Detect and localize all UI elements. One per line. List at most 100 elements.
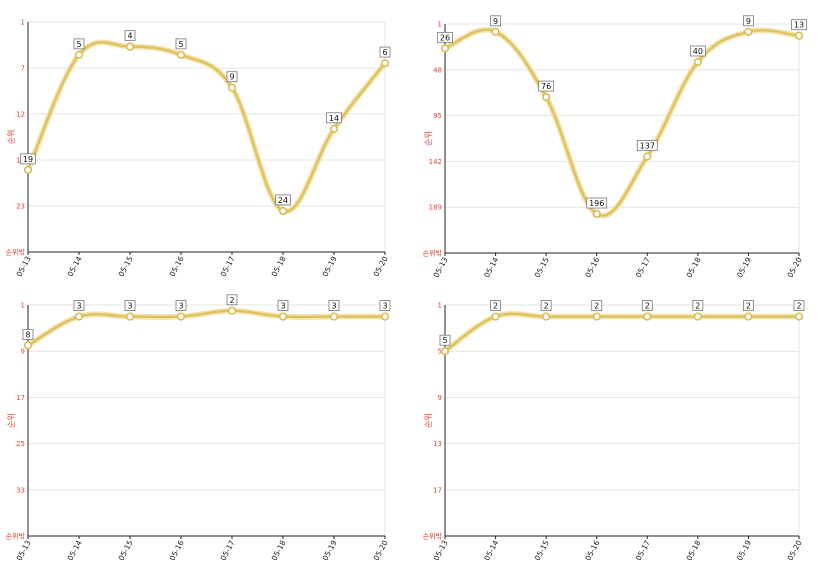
data-label-box xyxy=(490,15,501,27)
y-tick-label: 33 xyxy=(16,486,25,494)
data-label-box xyxy=(540,300,552,311)
data-point xyxy=(176,312,186,321)
data-label-box xyxy=(326,112,342,124)
data-label-box xyxy=(743,300,754,311)
data-label: 196 xyxy=(589,199,604,208)
data-label-box xyxy=(22,329,34,340)
y-tick-label: 1 xyxy=(21,302,25,310)
x-tick-label: 05-20 xyxy=(372,255,390,279)
x-tick-label: 05-16 xyxy=(583,256,601,280)
data-point xyxy=(74,50,84,59)
y-tick-label: 142 xyxy=(429,158,442,166)
y-tick-label: 5 xyxy=(438,348,442,356)
data-label: 5 xyxy=(178,40,183,49)
data-point xyxy=(693,57,702,67)
y-tick-label: 순위밖 xyxy=(6,248,26,257)
data-point xyxy=(227,306,237,315)
y-tick-label: 95 xyxy=(433,112,442,120)
y-tick-label: 순위밖 xyxy=(423,249,443,258)
data-label-box xyxy=(275,194,291,206)
data-label: 2 xyxy=(544,302,549,311)
data-label-box xyxy=(636,140,658,151)
data-label-box xyxy=(437,31,453,43)
data-label: 3 xyxy=(127,302,132,311)
data-label: 3 xyxy=(280,302,285,311)
y-tick-label: 25 xyxy=(16,440,25,448)
data-point xyxy=(227,83,237,92)
x-tick-label: 05-15 xyxy=(533,256,551,280)
data-label-box xyxy=(743,15,754,27)
data-label-box xyxy=(791,19,807,31)
x-tick-label: 05-19 xyxy=(735,256,753,280)
x-tick-label: 05-18 xyxy=(270,255,288,279)
data-point xyxy=(380,312,390,321)
rank-chart-bottom-right-svg: 1 5 9 13 17 순위밖 순위 05-13 05-14 05-15 05-16 05-17 05-… xyxy=(423,300,805,563)
data-point xyxy=(176,50,186,59)
data-label: 3 xyxy=(331,302,336,311)
x-tick-label: 05-20 xyxy=(786,256,804,280)
rank-chart-top-right-svg: 1 48 95 142 189 순위밖 순위 05-13 05-14 05-15 05-16 05-1… xyxy=(423,15,807,280)
data-label-box xyxy=(439,334,451,346)
y-axis-label: 순위 xyxy=(7,130,16,145)
data-label-box xyxy=(226,294,238,306)
data-point xyxy=(592,209,601,219)
data-point xyxy=(329,312,339,321)
data-point xyxy=(74,312,84,321)
data-label: 26 xyxy=(440,33,450,42)
x-tick-label: 05-17 xyxy=(634,256,652,280)
data-point xyxy=(542,92,551,102)
data-label-box xyxy=(692,300,704,311)
data-label-box xyxy=(641,300,653,311)
data-point xyxy=(693,312,702,321)
data-point xyxy=(491,312,500,321)
data-label: 2 xyxy=(594,302,599,311)
x-tick-label: 05-16 xyxy=(168,255,186,279)
data-point xyxy=(278,206,288,216)
data-label: 137 xyxy=(640,142,655,151)
data-point xyxy=(592,312,601,321)
data-label-box xyxy=(124,300,136,311)
data-point xyxy=(491,27,500,36)
x-tick-label: 05-20 xyxy=(372,539,390,563)
x-tick-label: 05-19 xyxy=(321,255,339,279)
data-point xyxy=(643,312,652,321)
data-label-box xyxy=(538,80,555,92)
series-glow xyxy=(442,27,802,219)
series-line xyxy=(443,312,801,353)
rank-chart-bottom-left: 1 9 17 25 33 순위밖 순위 05-13 05-14 05-15 05-16 05-17 05… xyxy=(0,285,400,565)
rank-chart-top-left: 17121823순위밖순위05-1305-1405-1505-1605-1705… xyxy=(0,0,400,280)
x-tick-label: 05-20 xyxy=(786,539,804,563)
x-tick-label: 05-13 xyxy=(15,539,33,563)
series-line xyxy=(443,28,801,217)
x-tick-label: 05-13 xyxy=(432,539,450,563)
x-tick-label: 05-14 xyxy=(66,539,84,563)
data-label: 3 xyxy=(382,302,387,311)
data-label-box xyxy=(20,153,36,165)
rank-chart-bottom-right: 1 5 9 13 17 순위밖 순위 05-13 05-14 05-15 05-16 05-17 05-… xyxy=(415,285,830,565)
data-point xyxy=(744,312,753,321)
x-tick-label: 05-18 xyxy=(270,539,288,563)
x-tick-label: 05-13 xyxy=(432,256,450,280)
y-tick-label: 23 xyxy=(16,203,25,211)
x-tick-label: 05-15 xyxy=(117,255,135,279)
data-label-box xyxy=(226,71,238,83)
data-label: 2 xyxy=(493,302,498,311)
data-label: 2 xyxy=(695,302,700,311)
x-tick-label: 05-13 xyxy=(15,255,33,279)
data-point xyxy=(125,312,135,321)
data-label: 2 xyxy=(229,296,234,305)
data-point xyxy=(329,124,339,133)
x-tick-label: 05-14 xyxy=(66,255,84,279)
data-label: 13 xyxy=(794,21,804,30)
y-tick-label: 12 xyxy=(16,111,25,119)
data-point xyxy=(23,165,33,174)
data-label: 76 xyxy=(541,82,551,91)
data-label: 19 xyxy=(23,155,33,164)
rank-chart-top-right: 1 48 95 142 189 순위밖 순위 05-13 05-14 05-15 05-16 05-1… xyxy=(415,0,830,280)
data-label-box xyxy=(175,300,187,311)
data-label: 2 xyxy=(746,302,751,311)
data-label-box xyxy=(793,300,805,311)
y-tick-label: 7 xyxy=(21,65,25,73)
x-tick-label: 05-15 xyxy=(533,539,551,563)
